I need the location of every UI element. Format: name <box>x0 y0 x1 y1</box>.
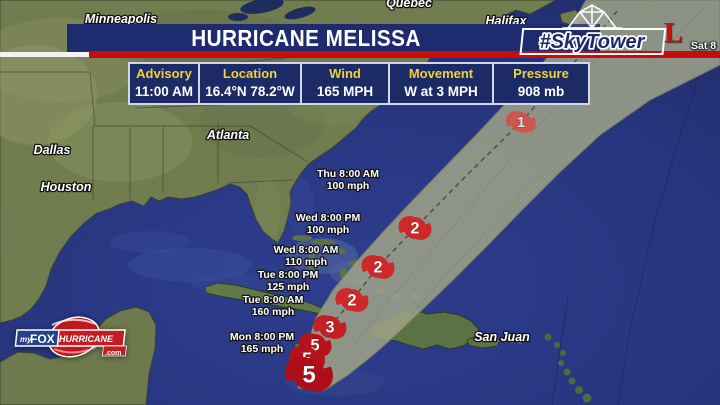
location-value: 16.4°N 78.2°W <box>205 84 295 99</box>
hurricane-category-icon: 5 <box>298 333 332 357</box>
city-label: Quebec <box>386 0 432 10</box>
advisory-cell: Advisory 11:00 AM <box>130 64 198 103</box>
city-label: Houston <box>41 180 92 194</box>
svg-text:Wed 8:00 PM: Wed 8:00 PM <box>296 212 361 224</box>
city-label: Atlanta <box>206 128 249 142</box>
svg-text:Tue 8:00 PM: Tue 8:00 PM <box>258 269 319 281</box>
svg-text:Wed 8:00 AM: Wed 8:00 AM <box>274 244 339 256</box>
corner-timestamp: Sat 8 <box>691 40 717 52</box>
graticule-lines <box>551 69 701 405</box>
pressure-value: 908 mb <box>517 84 565 99</box>
location-label: Location <box>222 66 278 81</box>
logo-fox: FOX <box>30 332 55 346</box>
radar-dome-icon <box>562 4 622 29</box>
svg-text:Tue 8:00 AM: Tue 8:00 AM <box>243 294 304 306</box>
hurricane-category-icon: 2 <box>335 288 369 312</box>
wind-cell: Wind 165 MPH <box>300 64 388 103</box>
pressure-label: Pressure <box>513 66 569 81</box>
wind-label: Wind <box>329 66 361 81</box>
category-number: 1 <box>517 114 525 131</box>
wind-value: 165 MPH <box>316 84 374 99</box>
lakes <box>228 0 316 21</box>
category-number: 2 <box>347 292 356 310</box>
city-label: Dallas <box>34 143 71 157</box>
city-label: Minneapolis <box>85 12 157 26</box>
advisory-value: 11:00 AM <box>134 84 194 99</box>
city-label: San Juan <box>474 330 530 344</box>
svg-text:110 mph: 110 mph <box>285 256 327 268</box>
hurricane-category-icon: 3 <box>313 315 347 339</box>
category-number: 2 <box>410 220 419 238</box>
category-number: 2 <box>373 259 382 277</box>
category-number: 5 <box>302 361 315 388</box>
accent-stripe-red <box>89 51 720 58</box>
forecast-cone <box>297 0 720 391</box>
brand-outline-box <box>519 28 667 55</box>
skytower-brand: #SkyTower <box>518 2 668 63</box>
category-number: 5 <box>310 337 319 355</box>
brand-wordmark: #SkyTower <box>540 31 646 53</box>
logo-banner: my FOX HURRICANE .com <box>14 329 127 357</box>
movement-label: Movement <box>408 66 474 81</box>
movement-cell: Movement W at 3 MPH <box>388 64 492 103</box>
myfoxhurricane-logo: my FOX HURRICANE .com <box>12 312 137 372</box>
hurricane-category-icon: 2 <box>398 216 432 240</box>
hurricane-category-icon: 2 <box>361 255 395 279</box>
storm-info-table: Advisory 11:00 AM Location 16.4°N 78.2°W… <box>128 62 590 105</box>
svg-text:100 mph: 100 mph <box>327 180 370 192</box>
svg-text:165 mph: 165 mph <box>241 343 284 355</box>
svg-text:125 mph: 125 mph <box>267 281 310 293</box>
hurricane-category-icon: 5 <box>285 356 333 392</box>
svg-text:160 mph: 160 mph <box>252 306 295 318</box>
puerto-rico <box>466 335 501 349</box>
pressure-cell: Pressure 908 mb <box>492 64 588 103</box>
logo-com: .com <box>105 350 121 357</box>
accent-stripe-white <box>0 52 89 57</box>
hurricane-category-icon: 1 <box>506 111 536 133</box>
svg-text:Thu 8:00 AM: Thu 8:00 AM <box>317 168 379 180</box>
logo-my: my <box>20 335 32 344</box>
title-bar <box>67 24 600 52</box>
movement-value: W at 3 MPH <box>404 84 478 99</box>
page-title: HURRICANE MELISSA <box>191 25 421 51</box>
svg-text:100 mph: 100 mph <box>307 224 350 236</box>
corner-letter: L <box>664 18 683 49</box>
lesser-antilles <box>509 333 592 403</box>
category-number: 3 <box>325 319 334 337</box>
location-cell: Location 16.4°N 78.2°W <box>198 64 300 103</box>
svg-text:Mon 8:00 PM: Mon 8:00 PM <box>230 331 294 343</box>
advisory-label: Advisory <box>136 66 192 81</box>
logo-hurricane: HURRICANE <box>59 334 114 344</box>
